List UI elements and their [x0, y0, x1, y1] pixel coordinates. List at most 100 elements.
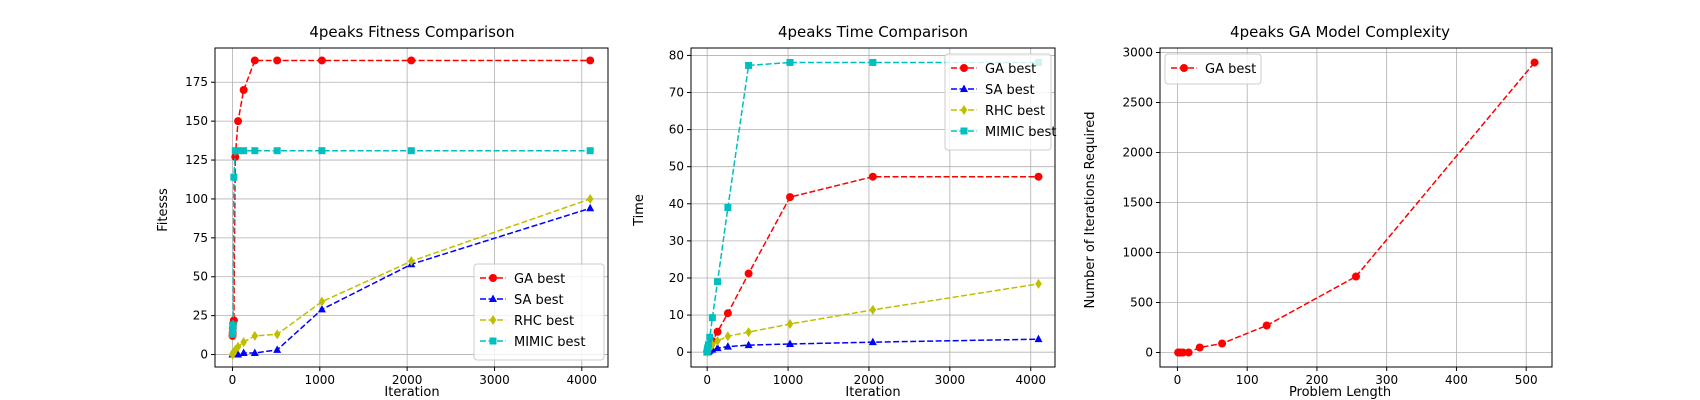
x-tick-label: 2000 — [854, 373, 885, 387]
data-point — [869, 58, 877, 66]
x-tick-label: 3000 — [479, 373, 510, 387]
series-rhc-best — [229, 193, 594, 360]
y-axis-label: Number of Iterations Required — [1083, 112, 1098, 309]
x-tick-label: 4000 — [1015, 373, 1046, 387]
legend-label: GA best — [514, 272, 565, 287]
data-point — [714, 336, 721, 347]
legend-entry: SA best — [951, 83, 1035, 98]
x-axis-label: Problem Length — [1289, 385, 1391, 400]
data-point — [1530, 58, 1539, 67]
data-point — [1034, 334, 1043, 343]
data-point — [234, 147, 242, 155]
data-point — [786, 318, 794, 329]
data-point — [273, 56, 282, 65]
data-point — [407, 56, 416, 65]
data-point — [723, 309, 732, 318]
x-tick-label: 0 — [1174, 373, 1182, 387]
x-tick-label: 500 — [1515, 373, 1538, 387]
x-axis-label: Iteration — [845, 385, 900, 400]
legend-entry: RHC best — [951, 104, 1045, 119]
data-point — [408, 256, 415, 267]
legend-marker — [960, 127, 968, 135]
x-tick-label: 1000 — [305, 373, 336, 387]
data-point — [1184, 348, 1193, 357]
y-tick-label: 60 — [669, 123, 684, 137]
x-tick-label: 4000 — [567, 373, 598, 387]
data-point — [273, 147, 281, 155]
y-tick-label: 80 — [669, 48, 684, 62]
y-tick-label: 125 — [185, 153, 208, 167]
y-tick-label: 40 — [669, 197, 684, 211]
chart-title: 4peaks Fitness Comparison — [309, 23, 514, 41]
legend-box — [473, 263, 605, 361]
data-point — [234, 341, 242, 352]
data-point — [586, 203, 595, 212]
legend-label: MIMIC best — [514, 335, 585, 350]
data-point — [724, 204, 732, 211]
data-point — [724, 331, 732, 342]
series-line — [706, 175, 1039, 352]
data-point — [586, 147, 594, 155]
y-axis-label: Fitesss — [156, 188, 171, 232]
data-point — [273, 345, 282, 353]
legend-box — [1164, 53, 1262, 85]
series-mimic-best — [229, 147, 594, 338]
data-point — [250, 348, 259, 356]
data-point — [868, 172, 877, 181]
model-complexity-chart: 4peaks GA Model Complexity Problem Lengt… — [1083, 23, 1553, 400]
data-point — [231, 152, 240, 161]
fitness-comparison-chart: 4peaks Fitness Comparison Iteration Fite… — [156, 23, 609, 400]
data-point — [713, 343, 722, 352]
grid — [215, 48, 608, 367]
data-point — [745, 327, 752, 338]
time-comparison-chart: 4peaks Time Comparison Iteration Time 0 1… — [632, 23, 1056, 400]
data-point — [869, 304, 877, 315]
legend-marker — [489, 315, 497, 325]
y-tick-label: 3000 — [1122, 46, 1153, 60]
legend-label: MIMIC best — [985, 125, 1056, 140]
legend-label: SA best — [514, 293, 564, 308]
x-tick-label: 1000 — [773, 373, 804, 387]
y-tick-label: 20 — [669, 271, 684, 285]
legend-label: SA best — [985, 83, 1035, 98]
data-point — [317, 56, 326, 65]
x-tick-label: 2000 — [392, 373, 423, 387]
series-ga-best — [703, 172, 1043, 356]
x-tick-label: 0 — [229, 373, 237, 387]
data-point — [1034, 172, 1043, 181]
data-point — [1262, 321, 1271, 330]
y-tick-label: 0 — [1145, 346, 1153, 360]
data-point — [234, 117, 243, 126]
data-point — [786, 339, 795, 348]
data-point — [714, 278, 722, 286]
y-tick-label: 500 — [1130, 296, 1153, 310]
data-point — [1035, 278, 1042, 289]
legend-label: RHC best — [985, 104, 1045, 119]
data-point — [868, 337, 877, 346]
data-point — [1179, 348, 1188, 357]
legend-entry: RHC best — [480, 314, 574, 329]
legend-box — [944, 53, 1052, 151]
x-tick-label: 100 — [1236, 373, 1259, 387]
legend-marker — [489, 294, 497, 302]
data-point — [229, 321, 237, 329]
legend-label: GA best — [985, 62, 1036, 77]
axes-frame — [690, 47, 1056, 368]
data-point — [318, 147, 326, 155]
legend-entry: GA best — [1171, 62, 1256, 77]
data-point — [251, 330, 259, 341]
y-tick-label: 1500 — [1122, 196, 1153, 210]
legend-marker — [489, 337, 497, 345]
legend-marker — [960, 64, 968, 72]
data-point — [586, 193, 594, 204]
ticks: 0 100 200 300 400 500 0 500 1000 1500 2000 2500 3000 — [1122, 46, 1537, 388]
data-point — [240, 337, 247, 348]
chart-title: 4peaks GA Model Complexity — [1230, 23, 1450, 41]
y-tick-label: 1000 — [1122, 246, 1153, 260]
data-point — [231, 344, 239, 355]
data-point — [713, 327, 722, 336]
legend: GA best — [1164, 53, 1262, 85]
legend-entry: MIMIC best — [951, 125, 1056, 140]
y-axis-label: Time — [632, 194, 647, 227]
